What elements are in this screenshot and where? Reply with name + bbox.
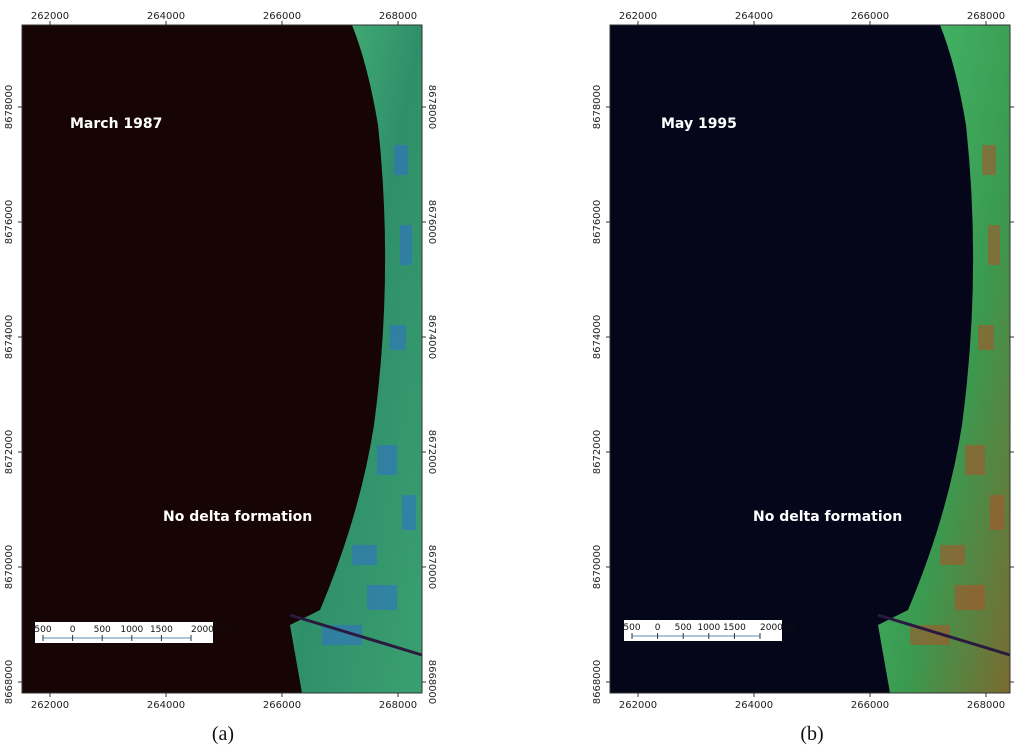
x-tick-label: 268000 xyxy=(379,700,417,711)
land-patch xyxy=(988,225,1000,265)
land-patch xyxy=(978,325,994,350)
y-tick-label: 8678000 xyxy=(592,85,603,130)
scale-bar-label: 2000 m xyxy=(760,623,795,633)
scale-bar-label: 1000 xyxy=(120,625,143,635)
y-tick-label: 8678000 xyxy=(426,85,437,130)
land-patch xyxy=(982,145,996,175)
x-tick-label: 266000 xyxy=(851,700,889,711)
scale-bar-label: 500 xyxy=(623,623,640,633)
scale-bar-label: 2000 m xyxy=(191,625,226,635)
map-panel: May 1995 No delta formation 262000 262000 26… xyxy=(592,11,1016,711)
land-patch xyxy=(352,545,377,565)
land-patch xyxy=(402,495,416,530)
scale-bar-label: 0 xyxy=(70,625,76,635)
y-tick-label: 8670000 xyxy=(592,545,603,590)
land-patch xyxy=(400,225,412,265)
period-label: May 1995 xyxy=(661,116,737,132)
x-tick-label: 264000 xyxy=(147,11,185,22)
y-tick-label: 8672000 xyxy=(592,430,603,475)
land-patch xyxy=(990,495,1004,530)
y-tick-label: 8670000 xyxy=(4,545,15,590)
land-patch xyxy=(377,445,397,475)
x-tick-label: 266000 xyxy=(263,11,301,22)
x-tick-label: 266000 xyxy=(263,700,301,711)
y-tick-label: 8678000 xyxy=(4,85,15,130)
x-tick-label: 264000 xyxy=(147,700,185,711)
y-tick-label: 8672000 xyxy=(4,430,15,475)
map-panel: March 1987 No delta formation 262000 262000… xyxy=(4,11,437,711)
x-tick-label: 266000 xyxy=(851,11,889,22)
x-tick-label: 268000 xyxy=(967,700,1005,711)
x-tick-label: 262000 xyxy=(31,700,69,711)
x-tick-label: 262000 xyxy=(619,700,657,711)
y-tick-label: 8676000 xyxy=(426,200,437,245)
scale-bar-label: 500 xyxy=(94,625,111,635)
y-tick-label: 8674000 xyxy=(4,315,15,360)
x-tick-label: 268000 xyxy=(967,11,1005,22)
x-tick-label: 264000 xyxy=(735,11,773,22)
y-tick-label: 8674000 xyxy=(592,315,603,360)
land-patch xyxy=(390,325,406,350)
y-tick-label: 8670000 xyxy=(426,545,437,590)
scale-bar-label: 1500 xyxy=(723,623,746,633)
scale-bar-label: 500 xyxy=(675,623,692,633)
annotation: No delta formation xyxy=(163,509,312,525)
scale-bar-label: 500 xyxy=(34,625,51,635)
y-tick-label: 8668000 xyxy=(426,660,437,705)
y-tick-label: 8672000 xyxy=(426,430,437,475)
figure: March 1987 No delta formation 262000 262000… xyxy=(0,0,1016,747)
y-tick-label: 8676000 xyxy=(4,200,15,245)
annotation: No delta formation xyxy=(753,509,902,525)
scale-bar-label: 0 xyxy=(655,623,661,633)
scale-bar-label: 1000 xyxy=(697,623,720,633)
y-tick-label: 8676000 xyxy=(592,200,603,245)
period-label: March 1987 xyxy=(70,116,162,132)
y-tick-label: 8668000 xyxy=(592,660,603,705)
x-tick-label: 262000 xyxy=(31,11,69,22)
y-tick-label: 8674000 xyxy=(426,315,437,360)
land-patch xyxy=(367,585,397,610)
land-patch xyxy=(394,145,408,175)
land-patch xyxy=(955,585,985,610)
x-tick-label: 268000 xyxy=(379,11,417,22)
y-tick-label: 8668000 xyxy=(4,660,15,705)
x-tick-label: 264000 xyxy=(735,700,773,711)
land-patch xyxy=(965,445,985,475)
panel-caption: (a) xyxy=(212,723,234,745)
x-tick-label: 262000 xyxy=(619,11,657,22)
land-patch xyxy=(940,545,965,565)
scale-bar-label: 1500 xyxy=(150,625,173,635)
panel-caption: (b) xyxy=(800,723,823,745)
